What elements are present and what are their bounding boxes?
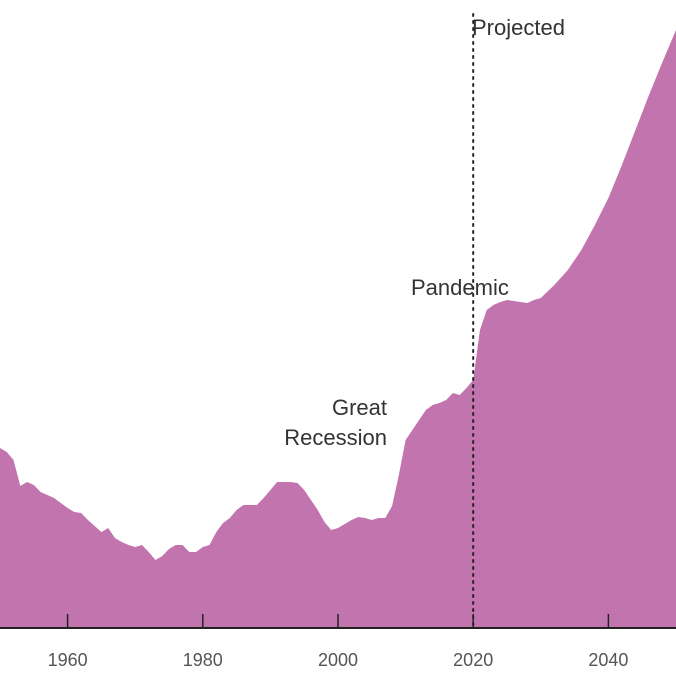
x-tick-label-1960: 1960	[48, 650, 88, 670]
x-axis-tick-labels: 1960 1980 2000 2020 2040	[48, 650, 629, 670]
x-tick-label-1980: 1980	[183, 650, 223, 670]
x-tick-label-2020: 2020	[453, 650, 493, 670]
annotation-pandemic: Pandemic	[411, 275, 509, 300]
annotations: Projected Pandemic Great Recession	[284, 15, 565, 450]
area-series	[0, 30, 676, 628]
annotation-projected: Projected	[472, 15, 565, 40]
x-axis-ticks	[66, 614, 610, 628]
annotation-great-recession-line-1: Great	[332, 395, 387, 420]
x-tick-label-2000: 2000	[318, 650, 358, 670]
annotation-great-recession-line-2: Recession	[284, 425, 387, 450]
x-tick-label-2040: 2040	[588, 650, 628, 670]
